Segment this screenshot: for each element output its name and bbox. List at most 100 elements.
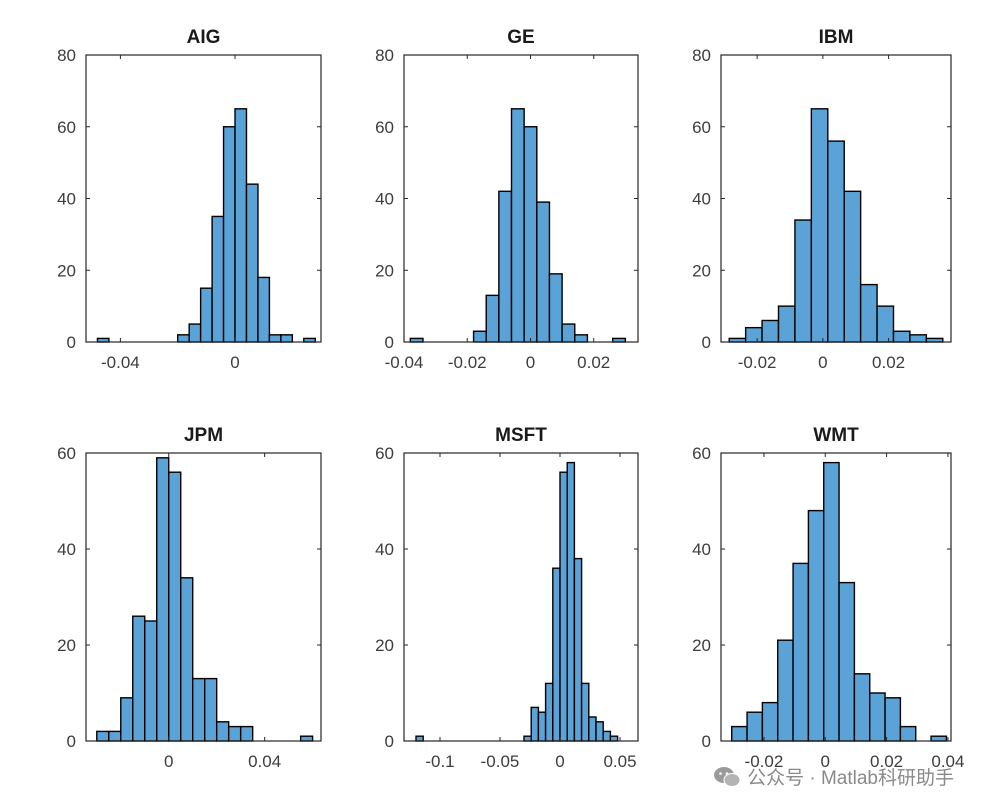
histogram-bar [731, 725, 748, 742]
histogram-bar [177, 334, 190, 343]
histogram-bar [574, 334, 589, 343]
x-tick-label: 0.04 [248, 752, 281, 771]
y-tick-label: 20 [692, 261, 711, 280]
x-tick-label: 0.05 [603, 752, 636, 771]
histogram-bar [199, 287, 213, 343]
histogram-bar [561, 323, 576, 343]
y-tick-label: 60 [375, 118, 394, 137]
y-tick-label: 40 [57, 540, 76, 559]
y-tick-label: 20 [692, 636, 711, 655]
y-tick-label: 40 [692, 190, 711, 209]
histogram-bar [777, 639, 794, 742]
histogram-bar [156, 457, 170, 742]
x-tick-label: -0.02 [448, 353, 487, 372]
y-tick-label: 60 [57, 118, 76, 137]
histogram-bar [838, 581, 856, 742]
histogram-bar [559, 471, 568, 742]
histogram-bar [537, 711, 547, 742]
histogram-bar [523, 735, 532, 742]
x-tick-label: 0 [818, 353, 827, 372]
x-tick-label: 0.02 [870, 752, 903, 771]
histogram-bar [548, 273, 563, 343]
histogram-bar [239, 725, 254, 742]
histogram-bar [180, 577, 194, 742]
subplot-title: IBM [819, 27, 854, 48]
y-tick-label: 80 [692, 46, 711, 65]
histogram-bar [192, 677, 206, 742]
y-tick-label: 20 [375, 636, 394, 655]
subplot-title: GE [507, 27, 534, 48]
histogram-bar [884, 697, 902, 742]
histogram-bar [415, 735, 424, 742]
y-tick-label: 40 [375, 540, 394, 559]
histogram-bar [777, 305, 796, 343]
histogram-bar [530, 706, 540, 742]
histogram-bar [807, 509, 825, 742]
y-tick-label: 60 [692, 118, 711, 137]
y-tick-label: 20 [57, 636, 76, 655]
y-tick-label: 80 [375, 46, 394, 65]
histogram-bar [792, 562, 810, 742]
y-tick-label: 0 [67, 333, 76, 352]
subplot-msft: 0 20 40 60 -0.1 -0.05 0 0.05 MSFT [375, 425, 639, 771]
histogram-bar [234, 108, 248, 343]
histogram-bar [498, 190, 513, 343]
histogram-bar [299, 735, 314, 742]
x-tick-label: -0.04 [385, 353, 424, 372]
y-tick-label: 60 [692, 444, 711, 463]
histogram-bar [268, 334, 282, 343]
subplot-aig: 0 20 40 60 80 -0.04 0 AIG [57, 27, 322, 372]
histogram-bar [536, 201, 551, 343]
histogram-bar [168, 471, 182, 742]
x-tick-label: 0 [821, 752, 830, 771]
wechat-icon [714, 766, 741, 787]
subplot-jpm: 0 20 40 60 0 0.04 JPM [57, 425, 322, 771]
x-tick-label: 0 [555, 752, 564, 771]
histogram-bar [609, 735, 619, 742]
histogram-bar [761, 701, 779, 742]
histogram-bar [211, 215, 225, 343]
histogram-bar [843, 190, 862, 343]
y-tick-label: 0 [385, 732, 394, 751]
x-tick-label: -0.02 [738, 353, 777, 372]
y-tick-label: 0 [67, 732, 76, 751]
histogram-bar [823, 461, 840, 742]
histogram-bar [794, 219, 813, 343]
histogram-bar [909, 334, 928, 343]
subplot-ge: 0 20 40 60 80 -0.04 -0.02 0 0.02 GE [375, 27, 639, 372]
histogram-bar [227, 725, 242, 742]
histogram-bar [566, 461, 576, 742]
histogram-bar [132, 615, 146, 742]
histogram-bar [144, 620, 158, 742]
histogram-bar [96, 730, 110, 742]
x-tick-label: 0 [164, 752, 173, 771]
histogram-bar [930, 735, 948, 742]
subplot-wmt: 0 20 40 60 -0.02 0 0.02 0.04 WMT [692, 425, 964, 771]
y-tick-label: 20 [57, 261, 76, 280]
histogram-bar [245, 183, 259, 343]
histogram-bar [510, 108, 525, 343]
axes-box [403, 452, 639, 742]
histogram-bar [552, 567, 561, 742]
histogram-bar [827, 140, 845, 343]
x-tick-label: 0.02 [577, 353, 610, 372]
histogram-bar [280, 334, 294, 343]
y-tick-label: 40 [57, 190, 76, 209]
subplot-title: WMT [813, 425, 859, 446]
histogram-bar [588, 716, 597, 742]
y-tick-label: 20 [375, 261, 394, 280]
y-tick-label: 60 [375, 444, 394, 463]
x-tick-label: -0.1 [425, 752, 454, 771]
histogram-bar [108, 730, 122, 742]
histogram-bar [602, 730, 612, 742]
watermark: 公众号 · Matlab科研助手 [713, 763, 954, 790]
histogram-bar [580, 682, 590, 742]
x-tick-label: 0 [526, 353, 535, 372]
y-tick-label: 60 [57, 444, 76, 463]
axes-box [85, 452, 322, 742]
x-tick-label: -0.04 [101, 353, 140, 372]
y-tick-label: 40 [375, 190, 394, 209]
y-tick-label: 40 [692, 540, 711, 559]
axes-box [720, 452, 952, 742]
histogram-bar [120, 697, 134, 742]
